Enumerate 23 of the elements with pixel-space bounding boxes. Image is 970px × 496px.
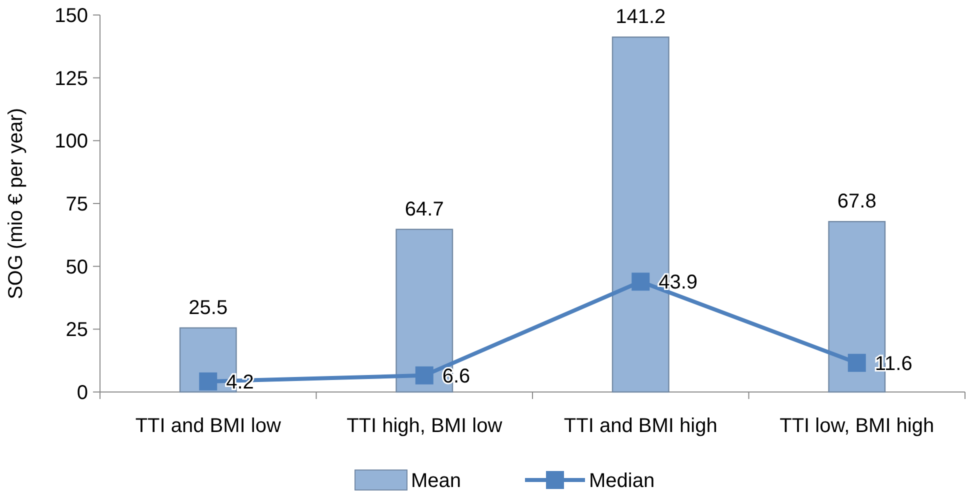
y-tick-label: 50: [66, 256, 88, 278]
point: [848, 354, 866, 372]
x-tick-label: TTI high, BMI low: [346, 415, 503, 437]
legend-label: Median: [589, 470, 655, 492]
data-label: 67.8: [837, 190, 876, 213]
data-label: 141.2: [616, 6, 666, 28]
point: [415, 366, 434, 384]
y-tick-label: 125: [54, 68, 88, 90]
point: [632, 272, 650, 291]
x-tick-label: TTI low, BMI high: [780, 415, 934, 437]
x-tick-label: TTI and BMI high: [564, 415, 718, 437]
y-axis-title: SOG (mio € per year): [5, 108, 27, 300]
data-label: 64.7: [404, 198, 444, 220]
x-tick-label: TTI and BMI low: [135, 415, 282, 437]
data-label: 25.5: [188, 296, 228, 319]
y-tick-label: 0: [76, 382, 88, 404]
y-tick-label: 75: [66, 194, 88, 216]
legend-label: Mean: [411, 470, 462, 492]
y-tick-label: 150: [54, 5, 88, 27]
y-tick-label: 100: [54, 130, 88, 153]
point: [199, 372, 218, 390]
y-tick-label: 25: [66, 319, 88, 342]
data-label: 4.2: [226, 371, 254, 394]
